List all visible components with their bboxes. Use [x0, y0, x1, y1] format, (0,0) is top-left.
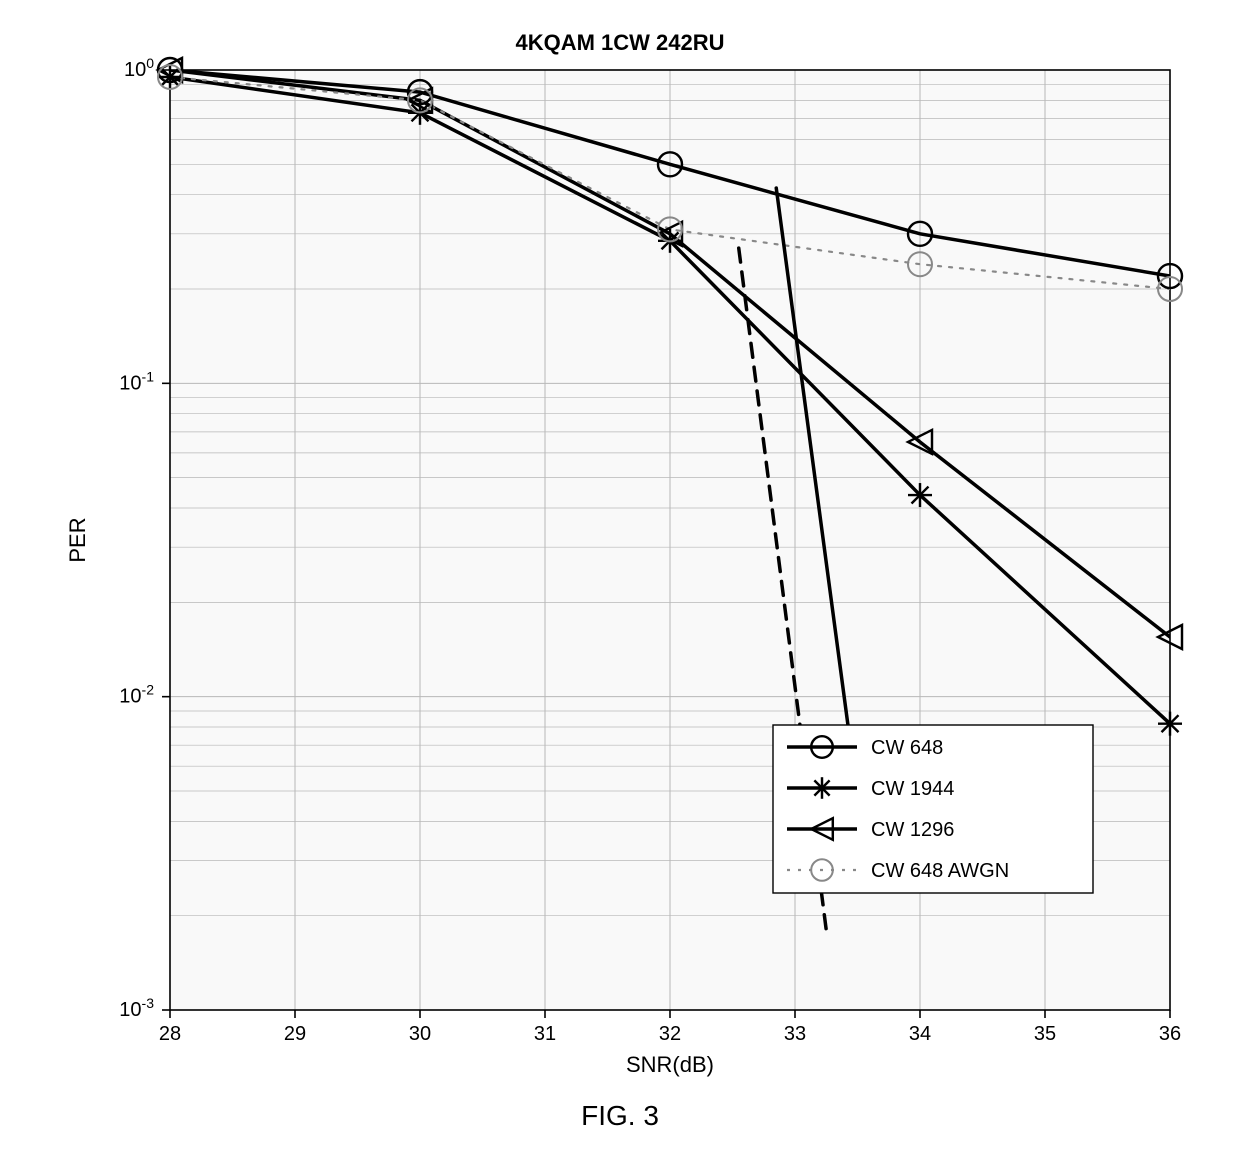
per-vs-snr-chart: 28 29 30 31 32 33 34 35 36 10-3 10-2 10-1 100 SNR(dB)… [0, 0, 1240, 1152]
svg-text:30: 30 [409, 1023, 431, 1045]
svg-text:31: 31 [534, 1023, 556, 1045]
svg-text:29: 29 [284, 1023, 306, 1045]
figure-caption: FIG. 3 [0, 1100, 1240, 1132]
svg-text:10-3: 10-3 [119, 995, 154, 1021]
svg-text:SNR(dB): SNR(dB) [626, 1052, 714, 1077]
svg-text:10-1: 10-1 [119, 368, 154, 394]
svg-text:34: 34 [909, 1023, 931, 1045]
svg-text:36: 36 [1159, 1023, 1181, 1045]
legend-label: CW 1296 [871, 819, 954, 841]
legend-label: CW 648 [871, 737, 943, 759]
svg-text:32: 32 [659, 1023, 681, 1045]
svg-text:28: 28 [159, 1023, 181, 1045]
figure-page: 4KQAM 1CW 242RU 28293031323334353610-310… [0, 0, 1240, 1152]
svg-text:100: 100 [124, 55, 154, 81]
svg-text:PER: PER [65, 517, 90, 562]
svg-text:33: 33 [784, 1023, 806, 1045]
svg-text:10-2: 10-2 [119, 682, 154, 708]
svg-text:35: 35 [1034, 1023, 1056, 1045]
legend-label: CW 648 AWGN [871, 860, 1009, 882]
legend-label: CW 1944 [871, 778, 954, 800]
